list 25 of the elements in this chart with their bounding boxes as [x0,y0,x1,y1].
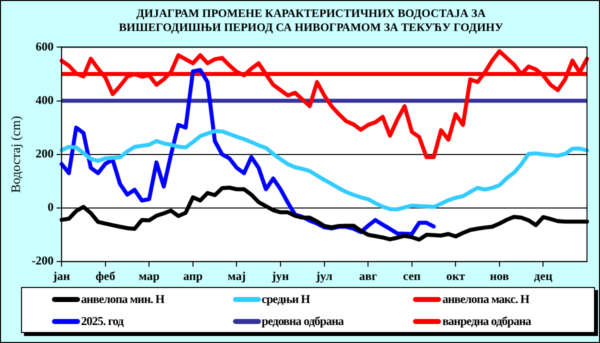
chart-title: ДИЈАГРАМ ПРОМЕНЕ КАРАКТЕРИСТИЧНИХ ВОДОСТАЈА ЗА ВИШЕГОДИШЊИ ПЕРИОД СА НИВОГРАМОМ ЗА ТЕКУЋУ ГОДИНУ [118,7,504,35]
x-tick-label: феб [96,268,116,283]
y-tick-label: 600 [36,39,54,54]
x-tick-label: јун [271,268,290,283]
legend-label: ванредна одбрана [442,314,531,328]
legend-label: средњи Н [262,292,310,306]
y-tick-label: -200 [32,254,54,268]
x-tick-label: мар [138,268,160,283]
y-tick-label: 400 [36,92,54,107]
x-tick-label: јул [315,268,333,283]
y-axis-title: Водостај (cm) [8,116,24,193]
x-tick-label: дец [534,268,552,283]
x-tick-label: јан [52,268,70,283]
y-tick-label: 0 [48,200,54,214]
legend-label: 2025. год [81,314,124,328]
x-tick-label: мај [228,268,246,283]
y-tick-label: 200 [36,146,54,160]
x-tick-label: апр [183,268,203,283]
legend-label: редовна одбрана [262,314,344,328]
x-tick-label: сеп [403,268,421,283]
x-tick-label: окт [446,268,466,283]
legend-label: анвелопа мин. Н [81,292,164,306]
x-tick-label: авг [359,268,378,283]
legend-label: анвелопа макс. Н [442,292,530,306]
x-tick-label: нов [490,268,510,283]
